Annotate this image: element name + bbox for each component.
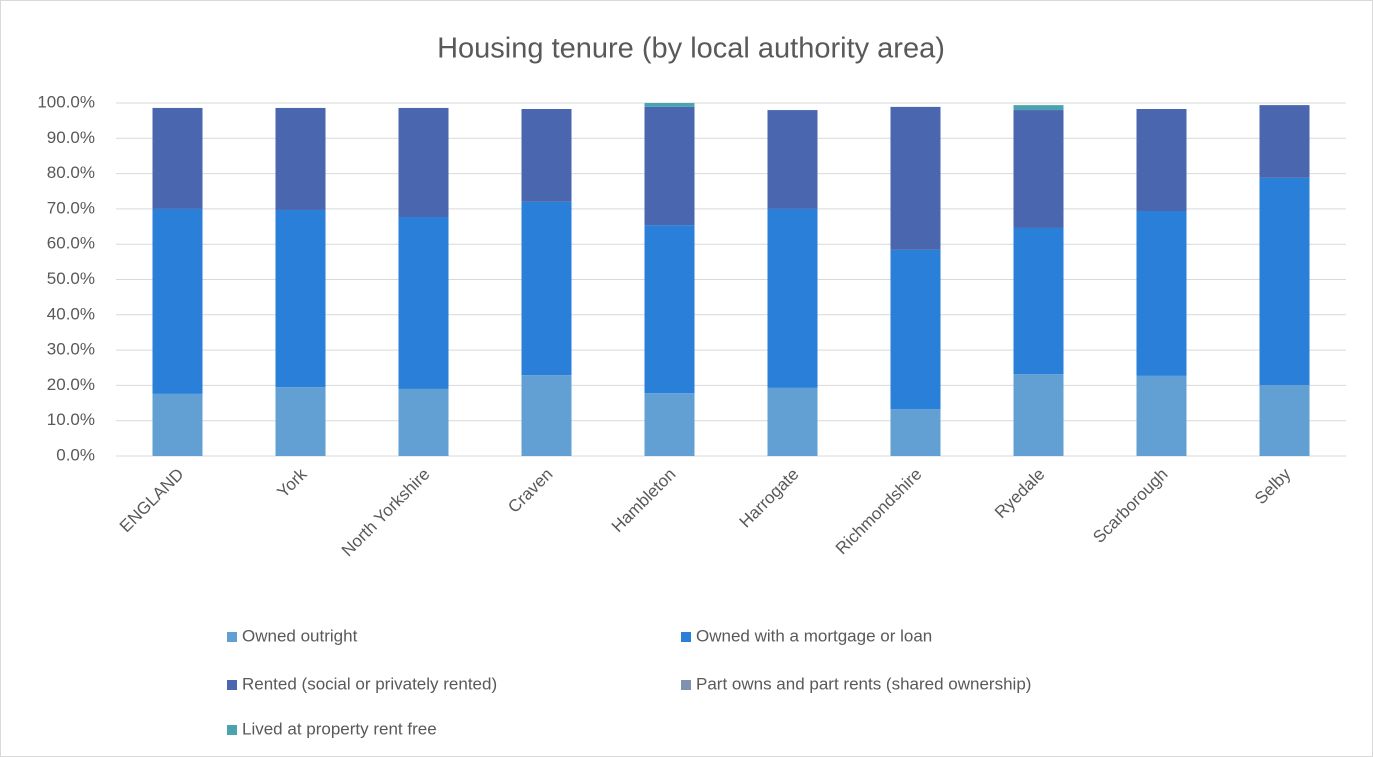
bar-segment bbox=[521, 109, 572, 202]
bar-segment bbox=[644, 393, 695, 456]
legend-swatch bbox=[681, 632, 691, 642]
chart-title: Housing tenure (by local authority area) bbox=[437, 33, 945, 65]
bar-segment bbox=[152, 393, 203, 456]
legend-label: Rented (social or privately rented) bbox=[242, 674, 497, 693]
y-tick-label: 50.0% bbox=[47, 269, 95, 288]
legend-label: Owned outright bbox=[242, 626, 358, 645]
y-tick-label: 30.0% bbox=[47, 340, 95, 359]
y-tick-label: 0.0% bbox=[56, 445, 95, 464]
bar-segment bbox=[890, 409, 941, 456]
bar-segment bbox=[767, 387, 818, 456]
legend-label: Part owns and part rents (shared ownersh… bbox=[696, 674, 1031, 693]
bar-segment bbox=[1259, 177, 1310, 386]
bar-segment bbox=[1136, 211, 1187, 376]
legend-swatch bbox=[227, 632, 237, 642]
bar-segment bbox=[1136, 109, 1187, 212]
legend-label: Owned with a mortgage or loan bbox=[696, 626, 932, 645]
bar-segment bbox=[275, 209, 326, 388]
y-tick-label: 90.0% bbox=[47, 128, 95, 147]
y-tick-label: 70.0% bbox=[47, 198, 95, 217]
legend-swatch bbox=[227, 725, 237, 735]
legend-swatch bbox=[681, 680, 691, 690]
bar-segment bbox=[521, 375, 572, 456]
y-tick-label: 20.0% bbox=[47, 375, 95, 394]
bar-segment bbox=[275, 387, 326, 456]
bar-segment bbox=[521, 201, 572, 376]
bar-segment bbox=[1259, 385, 1310, 456]
y-tick-label: 40.0% bbox=[47, 304, 95, 323]
bar-segment bbox=[1013, 105, 1064, 111]
bar-segment bbox=[767, 208, 818, 388]
bar-segment bbox=[1013, 374, 1064, 456]
bar-segment bbox=[890, 106, 941, 250]
bar-segment bbox=[152, 107, 203, 209]
bar-segment bbox=[1136, 375, 1187, 456]
legend-label: Lived at property rent free bbox=[242, 719, 437, 738]
y-tick-label: 80.0% bbox=[47, 163, 95, 182]
bar-segment bbox=[644, 225, 695, 394]
bar-segment bbox=[644, 103, 695, 107]
bar-segment bbox=[1013, 227, 1064, 375]
bar-segment bbox=[152, 208, 203, 394]
bar-segment bbox=[398, 107, 449, 218]
bar-segment bbox=[398, 217, 449, 389]
y-tick-label: 60.0% bbox=[47, 234, 95, 253]
bar-segment bbox=[1259, 105, 1310, 178]
bar-segment bbox=[767, 110, 818, 209]
y-tick-label: 10.0% bbox=[47, 410, 95, 429]
legend-swatch bbox=[227, 680, 237, 690]
bar-segment bbox=[1013, 110, 1064, 228]
bar-segment bbox=[890, 249, 941, 410]
y-tick-label: 100.0% bbox=[37, 92, 95, 111]
bar-segment bbox=[275, 107, 326, 210]
bar-segment bbox=[644, 106, 695, 226]
bar-segment bbox=[398, 388, 449, 456]
